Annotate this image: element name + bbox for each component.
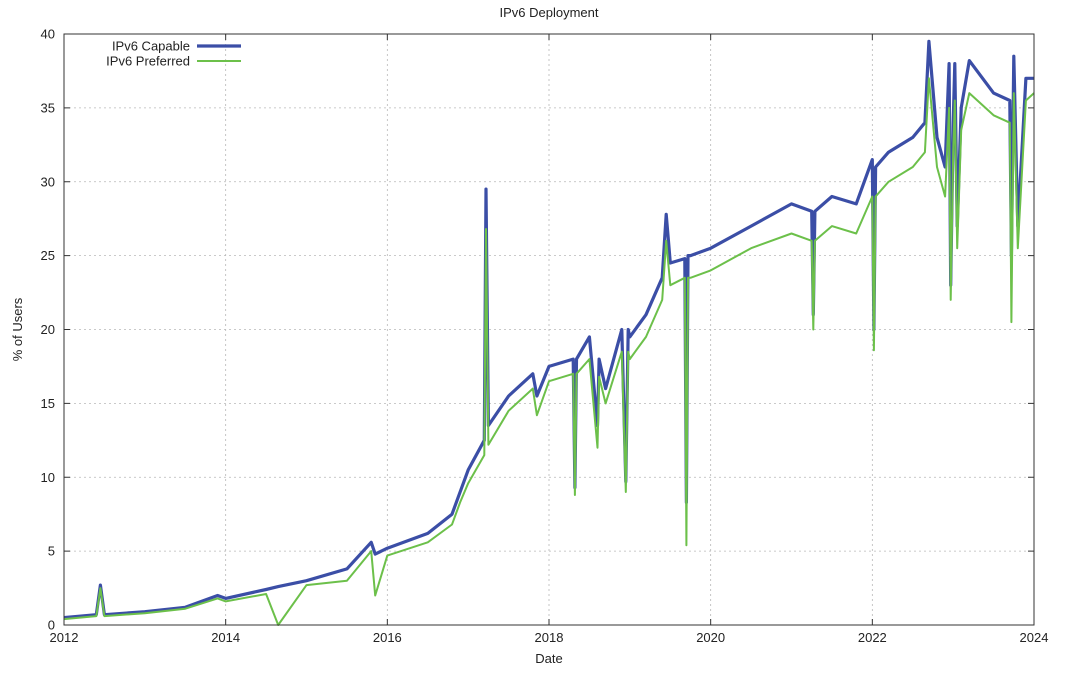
x-tick-label: 2016 (373, 630, 402, 645)
y-tick-label: 20 (41, 322, 55, 337)
x-tick-label: 2020 (696, 630, 725, 645)
grid (64, 34, 1034, 625)
y-tick-label: 0 (48, 618, 55, 633)
x-tick-label: 2024 (1020, 630, 1049, 645)
y-tick-label: 10 (41, 470, 55, 485)
y-tick-label: 30 (41, 174, 55, 189)
series-lines (63, 39, 1035, 626)
x-tick-label: 2018 (535, 630, 564, 645)
x-axis-label: Date (535, 651, 562, 666)
y-tick-label: 35 (41, 100, 55, 115)
y-tick-label: 25 (41, 248, 55, 263)
legend-label: IPv6 Capable (112, 39, 190, 54)
axis-ticks: 2012 2014 2016 2018 2020 2022 2024 0 5 10 15 20 25 30… (41, 27, 1049, 646)
y-tick-label: 5 (48, 544, 55, 559)
legend-label: IPv6 Preferred (106, 54, 190, 69)
chart-title: IPv6 Deployment (500, 5, 599, 20)
y-axis-label: % of Users (10, 297, 25, 361)
x-tick-label: 2014 (211, 630, 240, 645)
x-tick-label: 2022 (858, 630, 887, 645)
series-line-ipv6-preferred (63, 77, 1035, 626)
x-tick-label: 2012 (50, 630, 79, 645)
y-tick-label: 15 (41, 396, 55, 411)
y-tick-label: 40 (41, 27, 55, 42)
